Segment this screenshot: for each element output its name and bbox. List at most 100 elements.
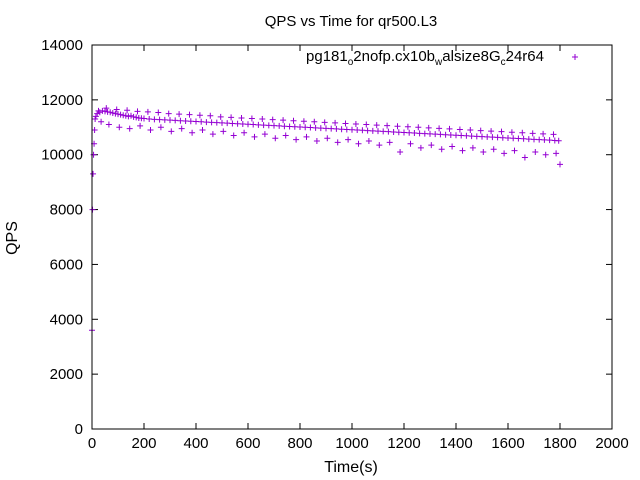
data-point (248, 115, 255, 122)
data-point (384, 122, 391, 129)
data-point (489, 134, 496, 141)
data-point (499, 134, 506, 141)
data-point (531, 136, 537, 143)
data-point (376, 142, 383, 149)
data-point (230, 132, 237, 139)
data-point (265, 122, 272, 129)
data-point (156, 116, 163, 123)
data-point (282, 132, 289, 139)
data-point (187, 118, 194, 125)
data-point (90, 170, 97, 177)
x-tick-label: 0 (88, 435, 96, 452)
data-point (428, 142, 435, 149)
y-tick-label: 12000 (41, 92, 83, 109)
data-point (102, 108, 108, 115)
data-point (193, 118, 199, 125)
data-point (324, 135, 331, 142)
data-point (115, 111, 121, 118)
chart-title: QPS vs Time for qr500.L3 (265, 13, 438, 30)
x-tick-label: 800 (287, 435, 312, 452)
data-point (92, 116, 99, 123)
data-point (107, 109, 114, 116)
data-point (438, 146, 445, 153)
data-point (394, 123, 401, 130)
data-point (484, 133, 491, 140)
data-point (146, 116, 153, 123)
data-point (286, 123, 293, 130)
data-point (126, 125, 133, 132)
x-tick-label: 1200 (387, 435, 420, 452)
data-point (354, 127, 361, 134)
data-point (276, 122, 283, 129)
data-point (172, 117, 179, 124)
data-point (436, 125, 443, 132)
data-point (468, 133, 475, 140)
data-point (157, 124, 164, 131)
data-point (553, 150, 560, 157)
data-point (338, 126, 345, 133)
y-tick-label: 10000 (41, 147, 83, 164)
data-point (342, 120, 349, 127)
data-point (508, 129, 515, 136)
data-point (311, 118, 318, 125)
data-point (196, 112, 203, 119)
legend-marker (572, 54, 578, 60)
data-point (167, 117, 173, 124)
data-point (352, 120, 359, 127)
data-point (401, 129, 407, 136)
data-point (364, 127, 371, 134)
legend: pg181o2nofp.cx10bwalsize8Gc24r64 (306, 48, 578, 68)
data-point (199, 127, 206, 134)
data-point (494, 134, 501, 141)
x-tick-label: 1400 (439, 435, 472, 452)
data-point (334, 139, 341, 146)
data-point (313, 138, 320, 144)
data-point (449, 143, 456, 150)
data-point (144, 108, 151, 115)
data-point (411, 130, 418, 137)
data-point (529, 130, 536, 137)
data-point (453, 132, 459, 139)
data-point (220, 128, 227, 135)
data-point (397, 148, 404, 155)
plot-frame (91, 44, 613, 430)
data-point (117, 111, 124, 118)
data-point (458, 132, 465, 139)
data-point (228, 114, 235, 121)
data-point (109, 110, 116, 117)
data-point (207, 112, 214, 119)
data-point (404, 123, 411, 130)
data-point (120, 112, 127, 119)
data-point (519, 129, 526, 136)
data-point (425, 124, 432, 131)
data-point (186, 111, 193, 118)
data-point (281, 123, 288, 130)
data-point (375, 128, 381, 135)
data-point (176, 111, 183, 118)
y-tick-label: 14000 (41, 37, 83, 54)
data-point (542, 151, 549, 158)
data-point (269, 116, 276, 123)
axis-ticks: 0 200 400 600 800 1000 1200 1400 1600 1800 2000 0 20… (41, 37, 628, 452)
data-point (161, 116, 168, 123)
data-point (385, 128, 392, 135)
data-point (473, 133, 480, 140)
data-point (446, 125, 453, 132)
data-point (415, 124, 422, 131)
data-point (349, 126, 355, 133)
x-tick-label: 200 (131, 435, 156, 452)
data-point (447, 131, 454, 138)
data-point (505, 134, 511, 141)
x-tick-label: 600 (235, 435, 260, 452)
data-point (234, 120, 241, 127)
data-point (546, 137, 553, 144)
data-point (300, 118, 307, 125)
data-point (177, 117, 184, 124)
data-point (321, 119, 328, 126)
data-point (198, 118, 205, 125)
data-point (333, 125, 340, 132)
data-point (540, 130, 547, 137)
y-tick-label: 0 (75, 421, 83, 438)
